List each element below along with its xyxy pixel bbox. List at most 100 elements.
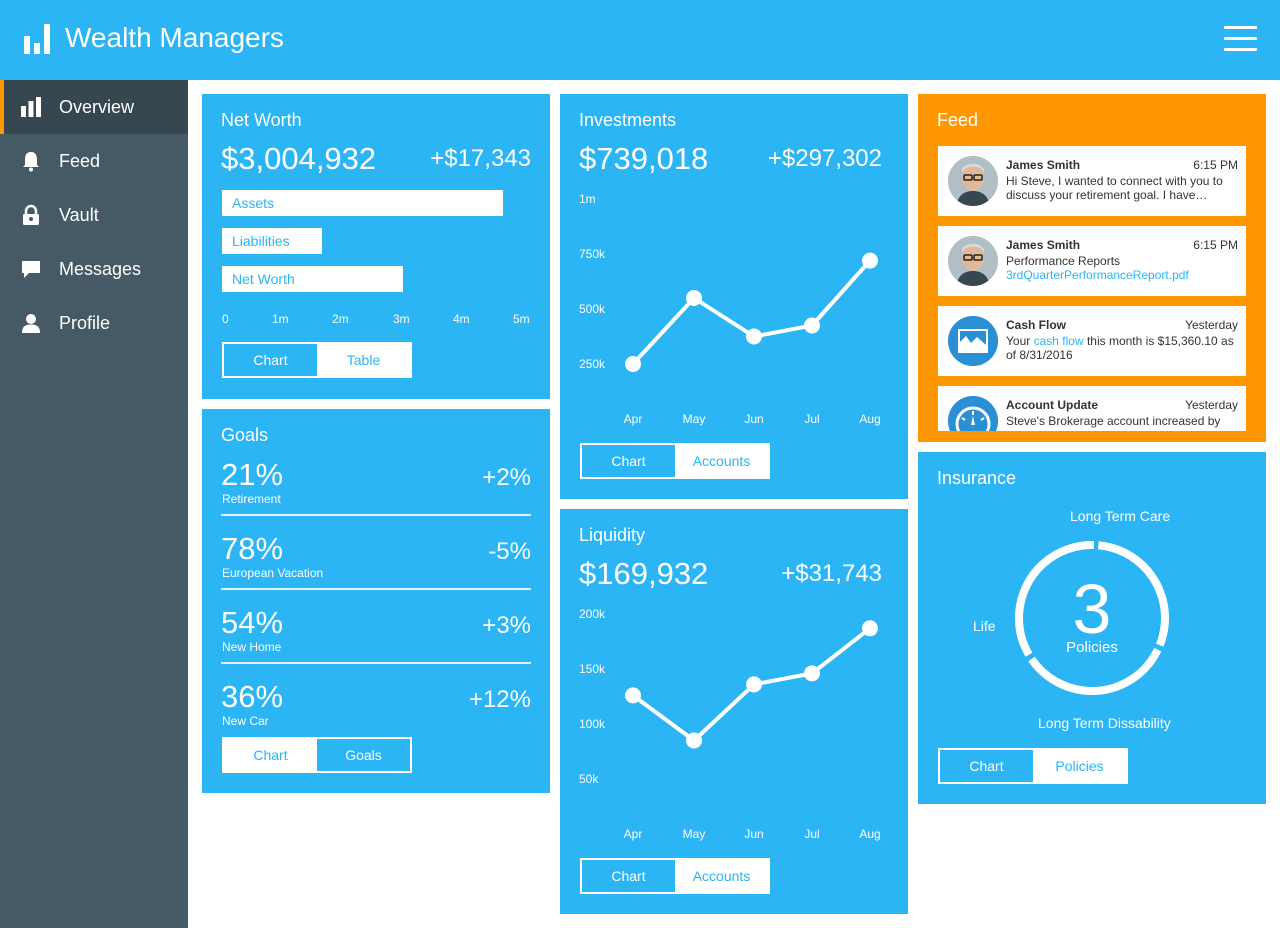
sidebar-item-overview[interactable]: Overview: [0, 80, 188, 134]
investments-delta: +$297,302: [767, 145, 882, 172]
goal-delta: +12%: [468, 686, 531, 713]
feed-time: 6:15 PM: [1193, 158, 1238, 172]
report-pdf-link[interactable]: 3rdQuarterPerformanceReport.pdf: [1006, 268, 1189, 282]
feed-message-text: this month is $15,360.10 as of 8/31/2016: [1006, 334, 1234, 362]
feed-sender: James Smith: [1006, 238, 1081, 252]
feed-message: Hi Steve, I wanted to connect with you t…: [1006, 174, 1223, 202]
table-tab[interactable]: Table: [346, 352, 381, 368]
avatar: [948, 236, 998, 286]
goal-item[interactable]: 36% New Car +12%: [221, 679, 531, 753]
chart-tab[interactable]: Chart: [582, 445, 675, 477]
chart-tab[interactable]: Chart: [940, 750, 1033, 782]
policies-tab[interactable]: Policies: [1055, 758, 1104, 774]
investments-value: $739,018: [579, 141, 709, 176]
data-point: [625, 356, 641, 372]
x-axis-tick: May: [683, 412, 706, 426]
feed-item[interactable]: Account Update Yesterday Steve's Brokera…: [938, 386, 1246, 431]
data-point: [746, 328, 762, 345]
investments-card: Investments $739,018 +$297,302 1m 750k 500…: [560, 94, 908, 499]
x-axis-tick: 3m: [393, 312, 410, 326]
card-title: Goals: [221, 425, 269, 445]
cash-flow-link[interactable]: cash flow: [1033, 334, 1084, 348]
chart-tab[interactable]: Chart: [224, 344, 317, 376]
x-axis-tick: Apr: [624, 827, 643, 841]
chart-tab[interactable]: Chart: [582, 860, 675, 892]
goals-card: Goals 21% Retirement +2% 78% European Va…: [202, 409, 550, 793]
investments-line-chart: 1m 750k 500k 250k Apr May Jun Jul Aug: [579, 192, 881, 426]
y-axis-tick: 100k: [579, 717, 606, 731]
divider: [221, 514, 531, 516]
divider: [221, 588, 531, 590]
feed-time: Yesterday: [1185, 398, 1238, 412]
data-point: [686, 732, 702, 749]
investments-view-toggle: Chart Accounts: [580, 443, 770, 479]
feed-message-text: Performance Reports: [1006, 254, 1121, 268]
chart-tab[interactable]: Chart: [253, 747, 288, 763]
feed-time: 6:15 PM: [1193, 238, 1238, 252]
feed-item[interactable]: Cash Flow Yesterday Your cash flow this …: [938, 306, 1246, 376]
feed-list[interactable]: James Smith 6:15 PM Hi Steve, I wanted t…: [938, 146, 1246, 431]
accounts-tab[interactable]: Accounts: [692, 453, 751, 469]
goal-name: New Car: [222, 714, 269, 728]
sidebar-item-label: Vault: [59, 205, 99, 225]
x-axis-tick: 1m: [272, 312, 289, 326]
policies-count-label: Policies: [1066, 639, 1118, 656]
person-icon: [22, 314, 40, 333]
goal-percent: 78%: [221, 531, 284, 566]
net-worth-value: $3,004,932: [221, 141, 377, 176]
feed-card: Feed James Smith 6:15 PM Hi Steve, I wan…: [918, 94, 1266, 442]
policies-count: 3: [1072, 570, 1112, 648]
sidebar-item-profile[interactable]: Profile: [0, 296, 188, 350]
long-term-disability-label: Long Term Dissability: [1038, 715, 1171, 731]
accounts-tab[interactable]: Accounts: [692, 868, 751, 884]
divider: [221, 662, 531, 664]
hamburger-menu-icon[interactable]: [1224, 26, 1257, 52]
x-axis-tick: 2m: [332, 312, 349, 326]
y-axis-tick: 1m: [579, 192, 596, 206]
feed-message: Steve's Brokerage account increased by: [1006, 414, 1221, 428]
feed-item[interactable]: James Smith 6:15 PM Hi Steve, I wanted t…: [938, 146, 1246, 216]
data-point: [804, 665, 820, 682]
goals-tab[interactable]: Goals: [317, 739, 410, 771]
sidebar-item-label: Overview: [59, 97, 135, 117]
x-axis-tick: Apr: [624, 412, 643, 426]
x-axis-tick: 5m: [513, 312, 530, 326]
goal-item[interactable]: 21% Retirement +2%: [221, 457, 531, 531]
x-axis-tick: Jun: [744, 827, 763, 841]
goal-item[interactable]: 54% New Home +3%: [221, 605, 531, 679]
goal-item[interactable]: 78% European Vacation -5%: [221, 531, 531, 605]
app-title: Wealth Managers: [65, 22, 284, 53]
y-axis-tick: 250k: [579, 357, 606, 371]
sidebar-item-vault[interactable]: Vault: [0, 188, 188, 242]
y-axis-tick: 150k: [579, 662, 606, 676]
y-axis-tick: 500k: [579, 302, 606, 316]
feed-message-text: Your: [1006, 334, 1034, 348]
y-axis-tick: 750k: [579, 247, 606, 261]
feed-sender: Cash Flow: [1006, 318, 1067, 332]
net-worth-view-toggle: Chart Table: [222, 342, 412, 378]
liquidity-card: Liquidity $169,932 +$31,743 200k 150k 100k…: [560, 509, 908, 914]
sidebar: Overview Feed Vault Messages Profile: [0, 80, 188, 928]
x-axis-tick: Jun: [744, 412, 763, 426]
x-axis-tick: Aug: [859, 412, 880, 426]
y-axis-tick: 200k: [579, 607, 606, 621]
insurance-card: Insurance Long Term Care Life Long Term …: [918, 452, 1266, 804]
bar-chart-icon: [21, 97, 41, 117]
long-term-care-label: Long Term Care: [1070, 508, 1171, 524]
sidebar-item-messages[interactable]: Messages: [0, 242, 188, 296]
card-title: Net Worth: [221, 110, 302, 130]
card-title: Insurance: [937, 468, 1017, 488]
series-line: [631, 259, 872, 366]
feed-message: Your cash flow this month is $15,360.10 …: [1006, 334, 1240, 362]
card-title: Feed: [937, 110, 979, 130]
goal-name: European Vacation: [222, 566, 324, 580]
sidebar-item-feed[interactable]: Feed: [0, 134, 188, 188]
goal-delta: +2%: [482, 464, 531, 491]
liquidity-delta: +$31,743: [781, 560, 882, 587]
top-bar: Wealth Managers: [0, 0, 1280, 80]
bell-icon: [23, 152, 39, 172]
data-point: [804, 317, 820, 334]
x-axis-tick: Jul: [804, 827, 819, 841]
feed-item[interactable]: James Smith 6:15 PM Performance Reports …: [938, 226, 1246, 296]
area-chart-icon: [948, 316, 998, 366]
